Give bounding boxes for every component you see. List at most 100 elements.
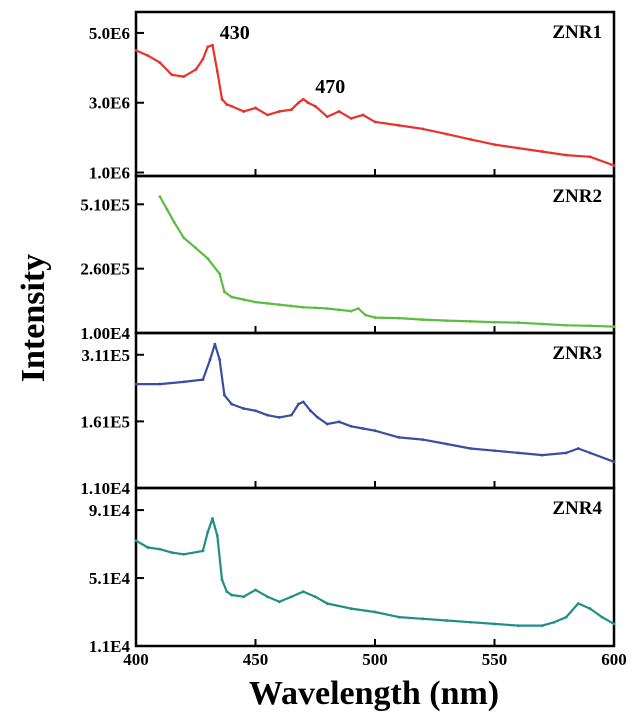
data-point bbox=[349, 117, 353, 120]
y-tick-label: 5.1E4 bbox=[89, 569, 131, 588]
data-point bbox=[517, 624, 520, 628]
data-point bbox=[337, 110, 341, 113]
data-point bbox=[612, 460, 616, 464]
data-point bbox=[349, 607, 353, 611]
data-point bbox=[306, 101, 310, 105]
data-point bbox=[600, 615, 604, 619]
data-point bbox=[517, 146, 520, 150]
data-point bbox=[373, 610, 377, 614]
data-point bbox=[201, 57, 205, 61]
data-point bbox=[313, 306, 317, 310]
series-line-znr3 bbox=[136, 343, 615, 463]
data-point bbox=[612, 622, 616, 626]
y-tick-label: 5.0E6 bbox=[89, 24, 130, 43]
y-axis-title: Intensity bbox=[15, 254, 52, 382]
panel-znr1: 5.0E6 3.0E6 1.0E6 ZNR1 430 470 bbox=[89, 10, 616, 183]
panel-frame bbox=[134, 331, 616, 490]
data-point bbox=[289, 595, 293, 599]
data-point bbox=[337, 308, 341, 312]
x-axis-ticks: 400 450 500 550 600 bbox=[123, 650, 627, 669]
y-tick-label: 3.0E6 bbox=[89, 94, 130, 113]
panel-znr4: 9.1E4 5.1E4 1.1E4 ZNR4 bbox=[89, 486, 616, 656]
data-point bbox=[325, 602, 329, 605]
data-point bbox=[254, 409, 257, 413]
y-tick-label: 1.61E5 bbox=[80, 412, 130, 431]
data-point bbox=[349, 424, 353, 428]
data-point bbox=[493, 143, 496, 146]
data-point bbox=[445, 442, 449, 446]
peak-annotation: 430 bbox=[220, 22, 250, 44]
data-point bbox=[158, 195, 162, 198]
series-line-znr1 bbox=[135, 44, 615, 167]
data-point bbox=[170, 551, 174, 554]
data-point bbox=[313, 104, 317, 108]
data-point bbox=[469, 620, 472, 624]
panel-label: ZNR4 bbox=[552, 498, 602, 519]
x-tick-label: 600 bbox=[601, 650, 627, 669]
data-point bbox=[297, 101, 300, 105]
data-point bbox=[225, 590, 229, 594]
data-point bbox=[218, 272, 222, 276]
data-point bbox=[266, 595, 269, 599]
panel-frame bbox=[134, 486, 616, 648]
data-point bbox=[182, 552, 186, 556]
data-point bbox=[215, 534, 219, 537]
data-point bbox=[223, 393, 226, 397]
data-point bbox=[445, 132, 449, 136]
data-point bbox=[182, 75, 186, 78]
data-point bbox=[278, 110, 281, 113]
data-point bbox=[230, 295, 234, 299]
data-point bbox=[194, 246, 198, 250]
data-point bbox=[134, 48, 138, 52]
data-point bbox=[397, 316, 401, 320]
data-point bbox=[552, 620, 556, 624]
series-line-znr2 bbox=[158, 196, 615, 328]
data-point bbox=[301, 97, 305, 101]
peak-annotation: 470 bbox=[315, 76, 345, 98]
data-point bbox=[206, 45, 210, 49]
y-tick-label: 1.0E6 bbox=[89, 164, 130, 183]
data-point bbox=[337, 420, 341, 424]
data-point bbox=[182, 380, 186, 384]
data-point bbox=[206, 530, 210, 534]
data-point bbox=[349, 309, 353, 313]
data-point bbox=[158, 547, 162, 551]
data-point bbox=[242, 298, 245, 301]
data-point bbox=[225, 103, 229, 106]
panel-label: ZNR2 bbox=[552, 186, 602, 207]
data-point bbox=[206, 256, 210, 260]
data-point bbox=[325, 422, 329, 426]
data-point bbox=[373, 429, 377, 433]
data-point bbox=[211, 517, 214, 520]
data-point bbox=[146, 54, 150, 58]
y-tick-label: 5.10E5 bbox=[80, 195, 130, 214]
data-point bbox=[469, 320, 472, 323]
data-point bbox=[576, 447, 580, 450]
data-point bbox=[397, 615, 401, 619]
x-tick-label: 500 bbox=[362, 650, 388, 669]
data-point bbox=[540, 322, 544, 326]
data-point bbox=[316, 415, 320, 419]
x-tick-label: 550 bbox=[482, 650, 508, 669]
data-point bbox=[289, 108, 293, 112]
data-point bbox=[242, 407, 245, 410]
data-point bbox=[469, 447, 472, 450]
data-point bbox=[223, 290, 226, 294]
data-point bbox=[576, 602, 580, 605]
data-point bbox=[134, 382, 138, 386]
series-line-znr4 bbox=[135, 517, 615, 627]
data-point bbox=[170, 73, 174, 77]
data-point bbox=[361, 427, 365, 430]
data-point bbox=[215, 69, 219, 73]
data-point bbox=[301, 400, 305, 404]
data-point bbox=[278, 415, 281, 419]
data-point bbox=[612, 325, 616, 328]
data-point bbox=[242, 110, 245, 113]
data-point bbox=[397, 124, 401, 127]
data-point bbox=[421, 318, 425, 322]
data-point bbox=[289, 304, 293, 308]
data-point bbox=[517, 321, 520, 325]
panel-znr3: 3.11E5 1.61E5 1.10E4 ZNR3 bbox=[80, 331, 616, 498]
data-point bbox=[165, 208, 169, 211]
data-point bbox=[211, 43, 214, 47]
